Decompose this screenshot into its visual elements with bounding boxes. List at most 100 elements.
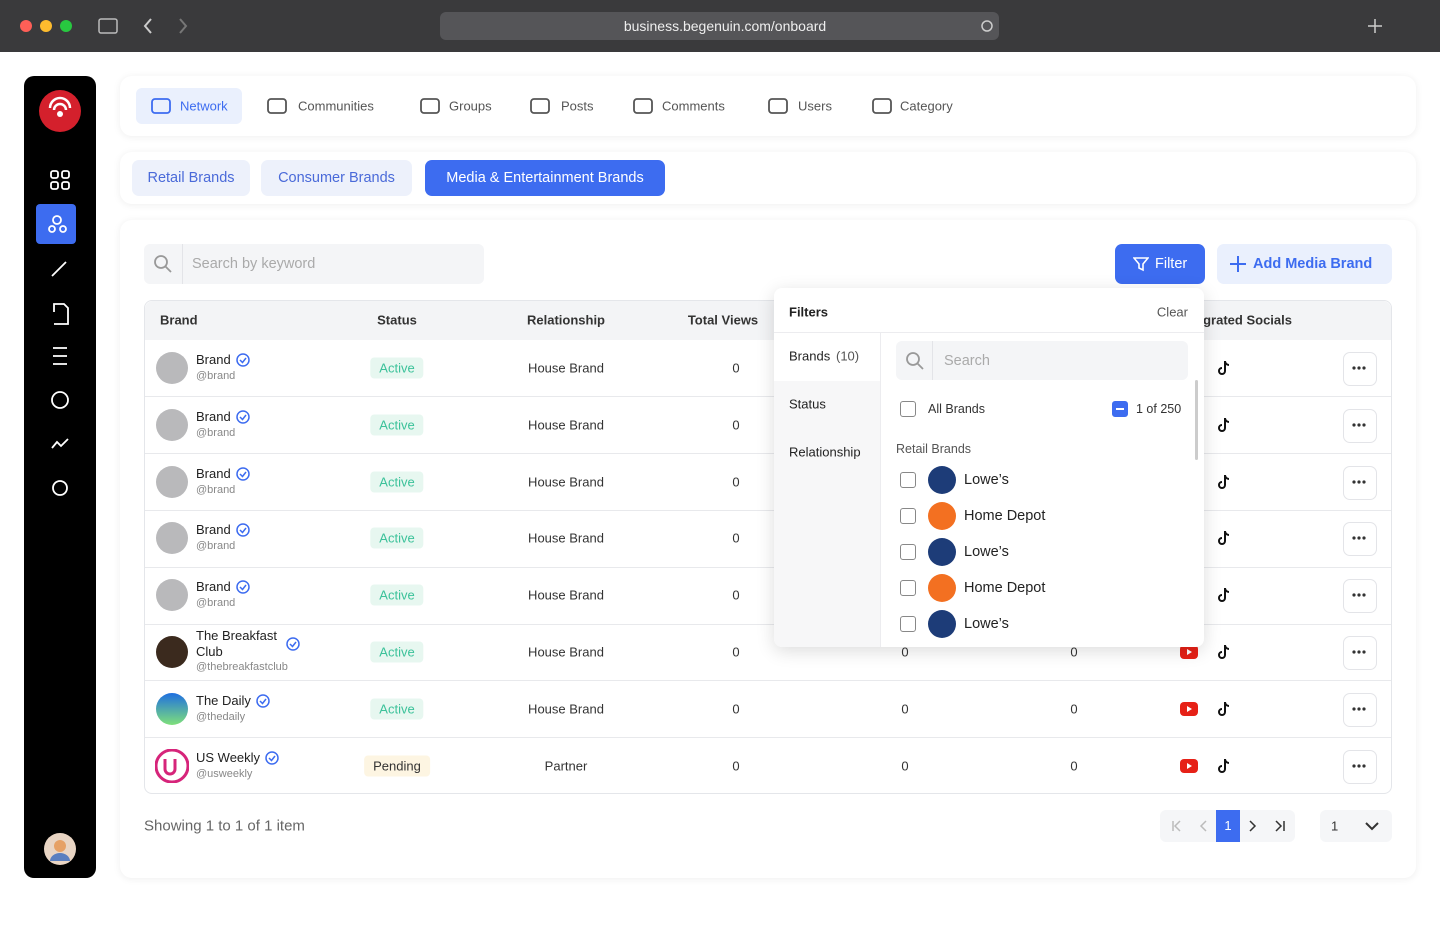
nav-icon (151, 98, 171, 114)
brand-tab[interactable]: Consumer Brands (261, 160, 412, 196)
url[interactable]: business.begenuin.com/onboard (623, 18, 827, 34)
verified-badge (236, 410, 250, 424)
dots (1352, 479, 1366, 484)
row-actions[interactable] (1343, 522, 1377, 557)
avatar (156, 465, 188, 498)
status-pill: Active (370, 584, 424, 606)
avatar (155, 748, 189, 783)
verified-badge (286, 637, 300, 651)
filter-button[interactable] (1115, 244, 1205, 284)
brand-item[interactable]: Home Depot (964, 580, 1046, 596)
nav-tab[interactable]: Communities (298, 98, 374, 114)
checkbox[interactable] (900, 401, 916, 417)
all-brands: All Brands (928, 402, 985, 416)
tiktok-icon (1218, 531, 1230, 546)
nav-icon (872, 98, 892, 114)
brand-tab[interactable]: Retail Brands (132, 160, 250, 196)
row-actions[interactable] (1343, 749, 1377, 784)
brand-name: Brand (196, 352, 231, 367)
filter-section[interactable]: Brands (789, 348, 831, 364)
brand-name: Brand (196, 579, 231, 595)
total-views: 0 (732, 587, 740, 603)
page-size[interactable] (1320, 810, 1392, 842)
selected-count: 1 of 250 (1136, 402, 1182, 416)
nav-icon (530, 98, 550, 114)
nav-tab[interactable]: Posts (561, 98, 594, 114)
table (144, 300, 1392, 794)
tiktok-icon (1218, 587, 1230, 603)
relationship: House Brand (528, 474, 604, 490)
youtube-icon (1180, 758, 1198, 773)
checkbox[interactable] (900, 616, 916, 632)
filters-clear[interactable]: Clear (1156, 304, 1188, 320)
dots (1352, 423, 1366, 427)
brand-name: Brand (196, 408, 231, 424)
search-divider (182, 244, 183, 284)
brand-tab[interactable]: Media & Entertainment Brands (425, 160, 665, 196)
filter-icon (1133, 257, 1149, 272)
nav-tab[interactable]: Comments (662, 98, 725, 114)
filter-label: Filter (1155, 256, 1188, 272)
dots (1352, 763, 1366, 768)
chevron (1365, 822, 1379, 831)
brand-name: The Daily (196, 692, 251, 708)
page-active[interactable]: 1 (1216, 810, 1240, 842)
brand-item[interactable]: Lowe’s (964, 616, 1009, 632)
popup-search-placeholder: Search (944, 353, 990, 369)
nav-tab-active-bg (136, 88, 242, 124)
tiktok-icon (1218, 360, 1230, 375)
nav-tab[interactable]: Users (798, 98, 832, 114)
nav-icon (768, 98, 788, 114)
relationship: Partner (544, 758, 588, 774)
search-box[interactable] (144, 244, 484, 284)
dots (1352, 366, 1366, 370)
status-pill: Active (370, 471, 424, 493)
tiktok-icon (1218, 701, 1230, 716)
relationship: House Brand (528, 360, 604, 376)
filter-section[interactable]: Relationship (789, 444, 861, 460)
avatar (156, 692, 188, 725)
checkbox[interactable] (900, 472, 916, 488)
nav-icon (420, 98, 440, 114)
avatar (156, 636, 188, 668)
checkbox[interactable] (900, 508, 916, 524)
avatar (156, 522, 188, 555)
nav-tab[interactable]: Category (900, 98, 953, 114)
scrollbar (1195, 380, 1198, 460)
sidebar (24, 76, 96, 878)
brand-name: US Weekly (196, 749, 261, 765)
sidebar-icons (36, 90, 81, 865)
pager-arrows (1172, 820, 1285, 832)
total-views: 0 (732, 530, 740, 546)
filter-section[interactable]: Status (789, 396, 826, 412)
brand-handle: @brand (196, 540, 236, 553)
nav-card (120, 76, 1416, 136)
search-icon (154, 255, 172, 273)
nav-tab[interactable]: Groups (449, 98, 492, 114)
column-header: Brand (160, 312, 198, 328)
avatar (156, 352, 188, 384)
popup-search-icon (906, 352, 924, 370)
popup-search[interactable] (896, 341, 1188, 380)
verified-badge (236, 580, 250, 594)
checkbox[interactable] (900, 544, 916, 560)
verified-badge (265, 750, 279, 765)
nav-tab[interactable]: Network (180, 98, 228, 114)
status-pill: Active (370, 698, 424, 720)
brand-item[interactable]: Lowe’s (964, 472, 1009, 488)
row-divider (145, 453, 1391, 455)
total-views: 0 (732, 474, 740, 490)
add-button[interactable] (1217, 244, 1392, 284)
popup-brands-row[interactable] (774, 333, 880, 381)
filter-popup: Filters Clear Brands (10) Status Relationship… (774, 288, 1204, 647)
brand-logo (928, 538, 956, 566)
metric: 0 (1070, 758, 1078, 774)
status-pill: Active (370, 414, 424, 436)
brand-item[interactable]: Lowe’s (964, 544, 1009, 560)
brand-item[interactable]: Home Depot (964, 508, 1046, 524)
minus (1116, 408, 1124, 410)
verified-badge (236, 523, 250, 538)
checkbox[interactable] (900, 580, 916, 596)
column-header: Integrated Socials (1180, 312, 1292, 328)
total-views: 0 (732, 644, 740, 660)
